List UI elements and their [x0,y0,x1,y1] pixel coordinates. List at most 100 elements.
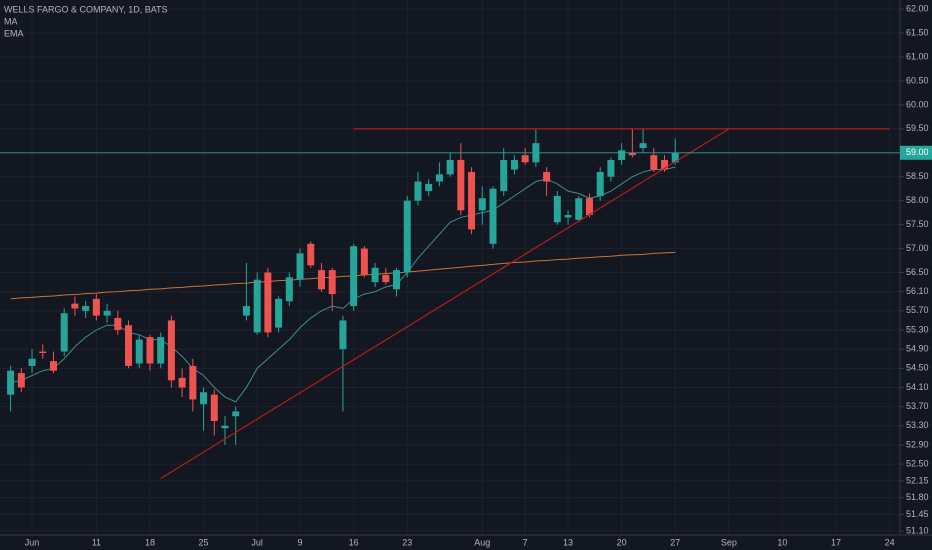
candle-body [157,337,165,364]
candle-body [489,188,497,244]
candle-body [500,159,508,192]
candle-body [7,370,15,395]
candle-body [264,272,272,333]
candle-body [414,181,422,201]
candle-body [92,298,100,316]
candle-body [393,270,401,290]
indicator-line [10,251,676,300]
x-tick-label: 18 [145,537,155,547]
candle-body [317,270,325,290]
y-tick-label: 57.00 [906,243,929,253]
candle-body [296,253,304,280]
x-tick-label: 27 [670,537,680,547]
y-tick-label: 51.45 [906,509,929,519]
candle-body [618,150,626,160]
y-tick-label: 58.00 [906,195,929,205]
candle-body [521,155,529,163]
y-tick-label: 61.00 [906,51,929,61]
y-tick-label: 61.50 [906,27,929,37]
candle-body [49,361,57,371]
candle-body [446,159,454,175]
candle-body [146,337,154,364]
legend-entry: MA [4,16,18,26]
y-tick-label: 53.30 [906,420,929,430]
x-tick-label: 25 [199,537,209,547]
candle-body [82,306,90,311]
y-tick-label: 54.90 [906,344,929,354]
y-tick-label: 59.50 [906,123,929,133]
candle-body [178,377,186,388]
last-price-label: 59.00 [906,147,929,157]
candle-body [135,339,143,364]
x-tick-label: 24 [885,537,895,547]
candle-body [564,215,572,218]
candle-body [28,358,36,366]
candle-body [339,320,347,350]
candle-body [650,155,658,170]
candle-body [575,198,583,220]
grid [0,0,900,535]
x-tick-label: 7 [523,537,528,547]
y-tick-label: 55.30 [906,324,929,334]
x-tick-label: 11 [92,537,101,547]
candle-body [628,152,636,156]
candle-body [232,411,240,417]
candle-body [585,198,593,216]
candle-body [71,303,79,309]
y-tick-label: 54.10 [906,382,929,392]
y-tick-label: 58.50 [906,171,929,181]
candle-body [510,159,518,170]
x-tick-label: Sep [721,537,737,547]
candle-body [371,267,379,283]
candle-body [543,171,551,182]
last-price-box [900,145,932,160]
candle-body [328,270,336,295]
candle-body [435,174,443,182]
y-tick-label: 52.90 [906,439,929,449]
plot-area [0,128,900,479]
x-tick-label: 9 [298,537,303,547]
candle-body [114,318,122,331]
y-tick-label: 62.00 [906,3,929,13]
y-tick-label: 51.80 [906,492,929,502]
y-tick-label: 60.50 [906,75,929,85]
candle-body [382,274,390,283]
y-tick-label: 55.70 [906,305,929,315]
x-tick-label: 13 [563,537,573,547]
candle-body [607,159,615,177]
candle-body [350,246,358,307]
candle-body [285,277,293,302]
candle-body [167,320,175,381]
candle-body [553,195,561,223]
candle-body [242,306,250,316]
candle-body [103,310,111,316]
candle-body [468,171,476,230]
x-tick-label: 23 [402,537,412,547]
candle-body [275,298,283,328]
y-tick-label: 54.50 [906,363,929,373]
indicator-line [10,166,676,403]
x-tick-label: 20 [617,537,627,547]
candle-body [360,248,368,275]
candle-body [596,171,604,196]
candle-body [253,279,261,333]
x-tick-label: Jun [25,537,40,547]
y-tick-label: 56.50 [906,267,929,277]
legend-entry: EMA [4,28,24,38]
y-tick-label: 51.10 [906,526,929,536]
candle-body [17,373,25,388]
candle-body [307,243,315,266]
y-tick-label: 57.50 [906,219,929,229]
candle-body [39,351,47,353]
candle-body [200,392,208,405]
candle-body [210,394,218,422]
candle-body [189,365,197,400]
x-tick-label: 16 [349,537,359,547]
candle-body [403,200,411,273]
candle-body [221,425,229,429]
y-tick-label: 52.50 [906,458,929,468]
x-tick-label: 10 [777,537,787,547]
candle-body [457,159,465,211]
